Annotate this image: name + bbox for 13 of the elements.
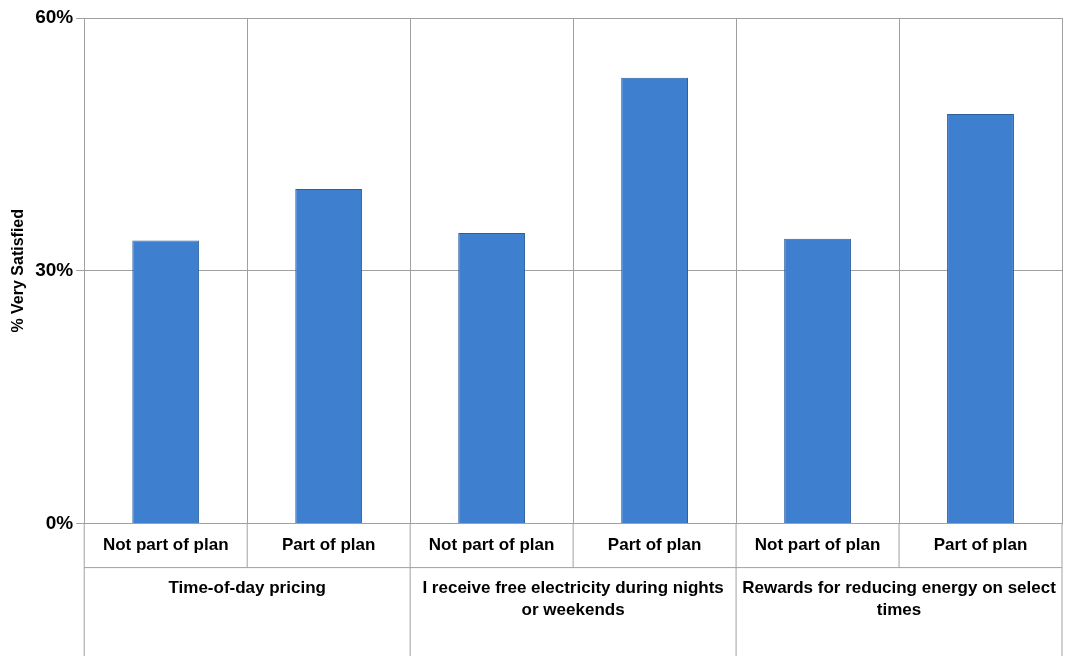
x-tick-label: Part of plan	[607, 535, 702, 555]
x-tick-label: Part of plan	[933, 535, 1028, 555]
y-tick-label: 30%	[35, 259, 74, 281]
text: Time-of-day pricing	[168, 577, 326, 597]
x-tick-label: Not part of plan	[428, 535, 555, 555]
y-tick-label: 0%	[45, 511, 74, 533]
x-tick-label: Not part of plan	[754, 535, 881, 555]
x-tick-label: Part of plan	[281, 535, 376, 555]
y-axis-title: % Very Satisfied	[9, 208, 27, 333]
y-tick-label: 60%	[35, 6, 74, 28]
text: I receive free electricity during nights or weekends	[422, 577, 724, 619]
text: Rewards for reducing energy on select times	[742, 577, 1057, 619]
x-tick-label: Not part of plan	[102, 535, 229, 555]
